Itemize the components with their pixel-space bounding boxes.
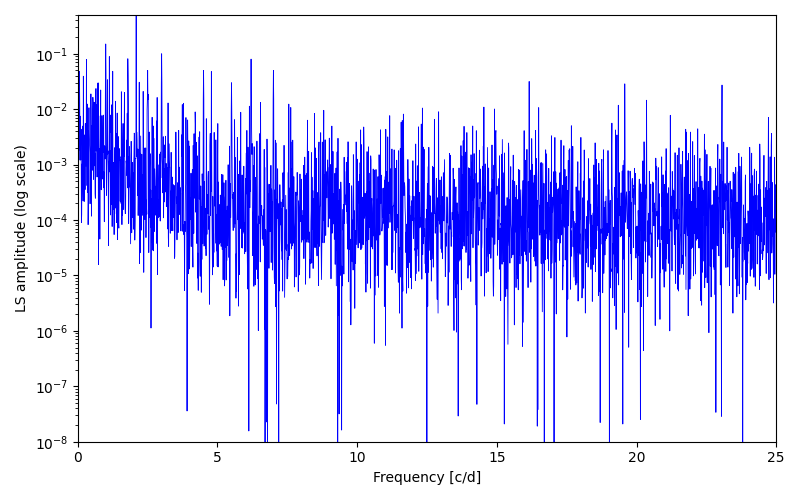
- Y-axis label: LS amplitude (log scale): LS amplitude (log scale): [15, 144, 29, 312]
- X-axis label: Frequency [c/d]: Frequency [c/d]: [373, 471, 481, 485]
